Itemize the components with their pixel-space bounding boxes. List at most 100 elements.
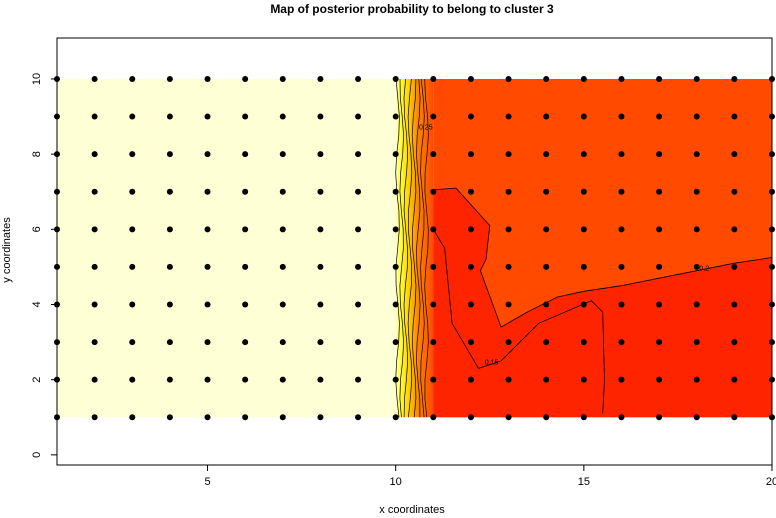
grid-point — [430, 188, 437, 195]
grid-point — [242, 263, 249, 270]
grid-point — [279, 188, 286, 195]
grid-point — [580, 414, 587, 421]
grid-point — [317, 339, 324, 346]
grid-point — [505, 376, 512, 383]
grid-point — [467, 414, 474, 421]
grid-point — [580, 113, 587, 120]
grid-point — [543, 226, 550, 233]
plot-frame — [56, 37, 773, 466]
grid-point — [279, 263, 286, 270]
grid-point — [279, 151, 286, 158]
grid-point — [505, 339, 512, 346]
grid-point — [656, 376, 663, 383]
grid-point — [129, 339, 136, 346]
grid-point — [505, 414, 512, 421]
grid-point — [129, 188, 136, 195]
grid-point — [580, 263, 587, 270]
grid-point — [731, 414, 738, 421]
grid-point — [242, 301, 249, 308]
grid-point — [166, 113, 173, 120]
grid-point — [618, 75, 625, 82]
grid-point — [129, 301, 136, 308]
grid-point — [430, 226, 437, 233]
grid-point — [543, 301, 550, 308]
grid-point — [731, 376, 738, 383]
grid-point — [656, 263, 663, 270]
grid-point — [505, 75, 512, 82]
grid-point — [618, 301, 625, 308]
grid-point — [392, 226, 399, 233]
grid-point — [505, 226, 512, 233]
contour-label: 0.2 — [699, 266, 709, 273]
grid-point — [355, 414, 362, 421]
grid-point — [618, 376, 625, 383]
grid-point — [91, 113, 98, 120]
grid-point — [317, 263, 324, 270]
contour-line — [420, 78, 425, 418]
y-tick-label: 10 — [31, 73, 43, 85]
grid-point — [505, 113, 512, 120]
grid-point — [430, 151, 437, 158]
grid-point — [355, 301, 362, 308]
grid-point — [467, 263, 474, 270]
x-tick-label: 5 — [204, 476, 210, 488]
grid-point — [693, 376, 700, 383]
grid-point — [279, 376, 286, 383]
contour-line — [407, 78, 413, 418]
grid-point — [543, 113, 550, 120]
grid-point — [467, 301, 474, 308]
grid-point — [731, 226, 738, 233]
grid-point — [279, 75, 286, 82]
grid-point — [467, 188, 474, 195]
grid-point — [242, 226, 249, 233]
grid-point — [580, 226, 587, 233]
grid-point — [129, 263, 136, 270]
grid-point — [430, 113, 437, 120]
grid-point — [129, 226, 136, 233]
grid-point — [618, 113, 625, 120]
grid-point — [355, 75, 362, 82]
grid-point — [618, 339, 625, 346]
grid-point — [392, 376, 399, 383]
grid-point — [543, 339, 550, 346]
grid-point — [731, 151, 738, 158]
grid-point — [392, 263, 399, 270]
contour-line — [433, 187, 773, 328]
grid-point — [279, 301, 286, 308]
grid-point — [91, 414, 98, 421]
contour-label: 0.25 — [419, 125, 433, 132]
x-axis-label: x coordinates — [379, 504, 445, 516]
grid-point — [317, 188, 324, 195]
grid-point — [355, 113, 362, 120]
grid-point — [355, 188, 362, 195]
y-tick-label: 4 — [31, 301, 43, 307]
grid-point — [242, 151, 249, 158]
grid-point — [166, 301, 173, 308]
grid-point — [656, 113, 663, 120]
grid-point — [693, 339, 700, 346]
grid-point — [204, 376, 211, 383]
grid-point — [430, 376, 437, 383]
grid-point — [467, 376, 474, 383]
grid-point — [543, 75, 550, 82]
grid-point — [166, 339, 173, 346]
y-tick-label: 0 — [31, 452, 43, 458]
grid-point — [656, 414, 663, 421]
grid-point — [430, 263, 437, 270]
contour-line — [416, 78, 421, 418]
grid-point — [731, 263, 738, 270]
grid-point — [91, 263, 98, 270]
grid-point — [731, 339, 738, 346]
grid-point — [166, 226, 173, 233]
grid-point — [580, 301, 587, 308]
grid-point — [731, 188, 738, 195]
grid-point — [129, 75, 136, 82]
grid-point — [392, 414, 399, 421]
grid-point — [279, 226, 286, 233]
chart-title: Map of posterior probability to belong t… — [270, 2, 554, 16]
grid-point — [279, 113, 286, 120]
grid-point — [355, 226, 362, 233]
grid-point — [580, 376, 587, 383]
grid-point — [392, 75, 399, 82]
grid-point — [279, 414, 286, 421]
